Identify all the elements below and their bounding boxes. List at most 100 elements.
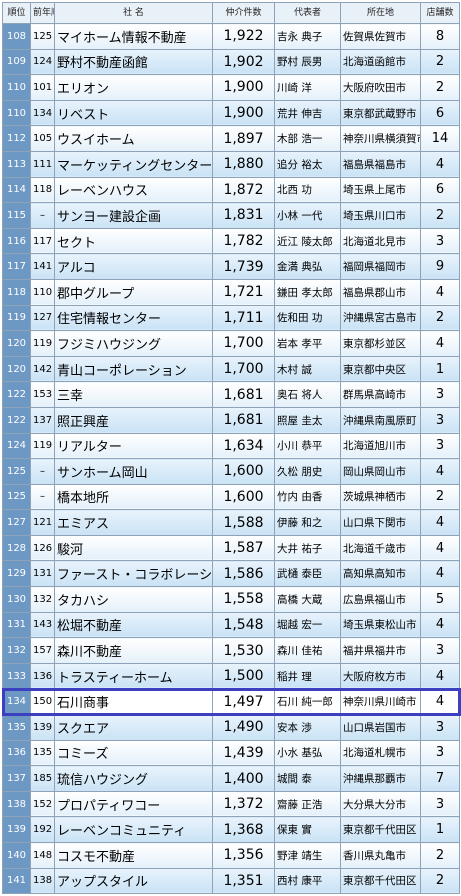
representative-cell: 高橋 大蔵	[274, 586, 341, 613]
deal-count-cell: 1,500	[212, 662, 275, 690]
rank-cell: 141	[2, 867, 31, 895]
deal-count-cell: 1,490	[212, 714, 275, 741]
table-row: 112 105 ウスイホーム 1,897 木部 浩一 神奈川県横須賀市 14	[2, 125, 460, 152]
company-cell: 照正興産	[54, 406, 213, 434]
rank-cell: 134	[2, 688, 31, 716]
company-cell: 住宅情報センター	[54, 304, 213, 332]
rank-cell: 120	[2, 330, 31, 357]
location-cell: 大阪府枚方市	[340, 662, 421, 690]
deal-count-cell: 1,356	[212, 842, 275, 869]
store-count-cell: 4	[420, 458, 460, 485]
company-cell: 駿河	[54, 534, 213, 562]
store-count-cell: 3	[420, 739, 460, 767]
location-cell: 埼玉県東松山市	[340, 611, 421, 639]
location-cell: 大分県大分市	[340, 790, 421, 818]
company-cell: アルコ	[54, 253, 213, 280]
table-row: 127 121 エミアス 1,588 伊藤 和之 山口県下関市 4	[2, 509, 460, 536]
store-count-cell: 9	[420, 253, 460, 280]
header-cell: 代表者	[274, 2, 341, 24]
rank-cell: 128	[2, 534, 31, 562]
table-row: 135 139 スクエア 1,490 安本 渉山口県岩国市 3	[2, 714, 460, 741]
location-cell: 佐賀県佐賀市	[340, 23, 421, 50]
table-row: 137 185 琉信ハウジング 1,400 城間 泰沖縄県那覇市 7	[2, 765, 460, 792]
store-count-cell: 3	[420, 227, 460, 255]
rank-cell: 125	[2, 483, 31, 511]
company-cell: セクト	[54, 227, 213, 255]
deal-count-cell: 1,439	[212, 739, 275, 767]
table-row: 113 111 マーケッティングセンター 1,880 追分 裕太 福島県福島市 4	[2, 150, 460, 178]
deal-count-cell: 1,634	[212, 432, 275, 460]
company-cell: サンホーム岡山	[54, 458, 213, 485]
store-count-cell: 1	[420, 355, 460, 383]
rank-cell: 129	[2, 560, 31, 588]
table-row: 125– 橋本地所 1,600 竹内 由香 茨城県神栖市 2	[2, 483, 460, 511]
deal-count-cell: 1,700	[212, 355, 275, 383]
table-row: 141 138 アップスタイル 1,351 西村 康平 東京都千代田区 2	[2, 867, 460, 895]
rank-cell: 130	[2, 586, 31, 613]
deal-count-cell: 1,922	[212, 23, 275, 50]
deal-count-cell: 1,900	[212, 99, 275, 127]
rank-cell: 131	[2, 611, 31, 639]
deal-count-cell: 1,351	[212, 867, 275, 895]
representative-cell: 小川 恭平	[274, 432, 341, 460]
location-cell: 埼玉県上尾市	[340, 176, 421, 204]
location-cell: 高知県高知市	[340, 560, 421, 588]
location-cell: 岡山県岡山市	[340, 458, 421, 485]
prev-rank-cell: 126	[30, 534, 55, 562]
table-row: 140 148 コスモ不動産 1,356 野津 靖生 香川県丸亀市 2	[2, 842, 460, 869]
prev-rank-cell: 119	[30, 432, 55, 460]
company-cell: レーベンハウス	[54, 176, 213, 204]
store-count-cell: 3	[420, 790, 460, 818]
table-row: 122 137 照正興産 1,681 照屋 圭太 沖縄県南風原町 3	[2, 406, 460, 434]
store-count-cell: 4	[420, 534, 460, 562]
company-cell: エミアス	[54, 509, 213, 536]
representative-cell: 荒井 伸吉	[274, 99, 341, 127]
store-count-cell: 2	[420, 202, 460, 229]
store-count-cell: 3	[420, 432, 460, 460]
store-count-cell: 14	[420, 125, 460, 152]
representative-cell: 野津 靖生	[274, 842, 341, 869]
deal-count-cell: 1,588	[212, 509, 275, 536]
rank-cell: 110	[2, 99, 31, 127]
rank-cell: 132	[2, 637, 31, 664]
deal-count-cell: 1,782	[212, 227, 275, 255]
company-cell: マーケッティングセンター	[54, 150, 213, 178]
prev-rank-cell: 148	[30, 842, 55, 869]
company-cell: 三幸	[54, 381, 213, 408]
store-count-cell: 2	[420, 74, 460, 101]
company-cell: リベスト	[54, 99, 213, 127]
store-count-cell: 3	[420, 637, 460, 664]
rank-cell: 117	[2, 253, 31, 280]
rank-cell: 124	[2, 432, 31, 460]
table-row: 119 127 住宅情報センター 1,711 佐和田 功沖縄県宮古島市 2	[2, 304, 460, 332]
rank-cell: 120	[2, 355, 31, 383]
location-cell: 東京都杉並区	[340, 330, 421, 357]
header-cell: 店舗数	[420, 2, 460, 24]
deal-count-cell: 1,897	[212, 125, 275, 152]
representative-cell: 吉永 典子	[274, 23, 341, 50]
table-row: 115– サンヨー建設企画 1,831 小林 一代 埼玉県川口市 2	[2, 202, 460, 229]
prev-rank-cell: 121	[30, 509, 55, 536]
table-row: 133 136 トラスティーホーム 1,500 稲井 理大阪府枚方市 4	[2, 662, 460, 690]
company-cell: アップスタイル	[54, 867, 213, 895]
table-row: 136 135 コミーズ 1,439 小水 基弘 北海道札幌市 3	[2, 739, 460, 767]
company-cell: トラスティーホーム	[54, 662, 213, 690]
deal-count-cell: 1,739	[212, 253, 275, 280]
prev-rank-cell: 132	[30, 586, 55, 613]
prev-rank-cell: 134	[30, 99, 55, 127]
table-row: 128 126 駿河 1,587 大井 祐子 北海道千歳市 4	[2, 534, 460, 562]
location-cell: 神奈川県川崎市	[340, 688, 421, 716]
company-cell: マイホーム情報不動産	[54, 23, 213, 50]
location-cell: 福井県福井市	[340, 637, 421, 664]
store-count-cell: 4	[420, 560, 460, 588]
representative-cell: 保東 實	[274, 816, 341, 843]
deal-count-cell: 1,681	[212, 406, 275, 434]
rank-cell: 116	[2, 227, 31, 255]
store-count-cell: 3	[420, 381, 460, 408]
deal-count-cell: 1,368	[212, 816, 275, 843]
